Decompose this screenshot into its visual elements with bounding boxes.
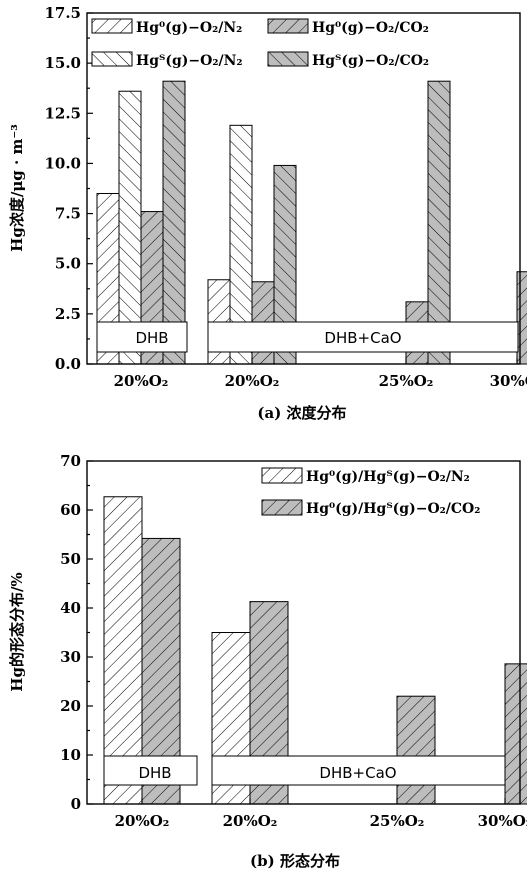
x-tick-label: 25%O₂ bbox=[370, 812, 425, 830]
y-tick-label: 10 bbox=[60, 746, 81, 764]
y-tick-label: 7.5 bbox=[55, 205, 81, 223]
band-b-1 bbox=[211, 755, 506, 786]
chart-a-bars bbox=[96, 80, 527, 365]
y-tick-label: 0.0 bbox=[55, 355, 81, 373]
y-tick-label: 2.5 bbox=[55, 305, 81, 323]
band-a-1 bbox=[207, 321, 519, 353]
y-tick-label: 10.0 bbox=[44, 154, 81, 172]
chart-a-y-ticks: 0.0 2.5 5.0 7.5 10.0 12.5 15.0 17.5 bbox=[44, 4, 93, 373]
chart-a-caption: (a) 浓度分布 bbox=[257, 404, 346, 422]
chart-a-band-label-dhb-cao: DHB+CaO bbox=[324, 329, 401, 347]
y-tick-label: 12.5 bbox=[44, 104, 81, 122]
x-tick-label: 20%O₂ bbox=[225, 372, 280, 390]
legend-swatch-hg0-n2 bbox=[91, 18, 133, 34]
chart-a: DHB DHB+CaO 0.0 2.5 5.0 7.5 10.0 12.5 15.0 17.5… bbox=[8, 4, 527, 422]
x-tick-label: 20%O₂ bbox=[114, 372, 169, 390]
legend-swatch-hgt-co2 bbox=[267, 51, 309, 67]
y-tick-label: 50 bbox=[60, 550, 81, 568]
y-tick-label: 40 bbox=[60, 599, 81, 617]
y-tick-label: 15.0 bbox=[44, 54, 81, 72]
chart-b-band-label-dhb: DHB bbox=[138, 764, 171, 782]
y-tick-label: 60 bbox=[60, 501, 81, 519]
band-b-0 bbox=[103, 755, 198, 786]
chart-b-bands bbox=[103, 755, 506, 786]
legend-label-ratio-n2: Hg⁰(g)/Hgᵀ(g)−O₂/N₂ bbox=[306, 469, 470, 485]
legend-swatch-hgt-n2 bbox=[91, 51, 133, 67]
y-tick-label: 17.5 bbox=[44, 4, 81, 22]
legend-label-ratio-co2: Hg⁰(g)/Hgᵀ(g)−O₂/CO₂ bbox=[306, 501, 480, 517]
legend-label-hgt-n2: Hgᵀ(g)−O₂/N₂ bbox=[136, 53, 243, 69]
chart-b-caption: (b) 形态分布 bbox=[250, 852, 340, 870]
chart-b-y-ticks: 0 10 20 30 40 50 60 70 bbox=[60, 452, 93, 813]
chart-a-legend: Hg⁰(g)−O₂/N₂ Hg⁰(g)−O₂/CO₂ Hgᵀ(g)−O₂/N₂ … bbox=[91, 18, 429, 69]
chart-b-x-ticks: 20%O₂ 20%O₂ 25%O₂ 30%O₂ bbox=[115, 798, 527, 830]
chart-b: DHB DHB+CaO 0 10 20 30 40 50 60 70 20%O₂ 20%O₂ 25… bbox=[8, 452, 527, 870]
band-a-0 bbox=[96, 321, 188, 353]
bar-a-g3-s2 bbox=[516, 271, 527, 365]
chart-a-y-axis-label: Hg浓度/μg · m⁻³ bbox=[8, 124, 26, 252]
chart-a-band-label-dhb: DHB bbox=[135, 329, 168, 347]
x-tick-label: 25%O₂ bbox=[379, 372, 434, 390]
y-tick-label: 70 bbox=[60, 452, 81, 470]
chart-b-band-label-dhb-cao: DHB+CaO bbox=[319, 764, 396, 782]
bar-b-g2-s1 bbox=[396, 695, 436, 805]
x-tick-label: 20%O₂ bbox=[223, 812, 278, 830]
chart-b-y-axis-label: Hg的形态分布/% bbox=[8, 572, 26, 691]
chart-b-legend: Hg⁰(g)/Hgᵀ(g)−O₂/N₂ Hg⁰(g)/Hgᵀ(g)−O₂/CO₂ bbox=[261, 467, 480, 517]
legend-swatch-hg0-co2 bbox=[267, 18, 309, 34]
bar-b-g0-s0 bbox=[103, 496, 143, 805]
y-tick-label: 5.0 bbox=[55, 255, 81, 273]
y-tick-label: 30 bbox=[60, 648, 81, 666]
chart-a-x-ticks: 20%O₂ 20%O₂ 25%O₂ 30%O₂ bbox=[114, 358, 527, 390]
x-tick-label: 30%O₂ bbox=[490, 372, 527, 390]
legend-label-hg0-n2: Hg⁰(g)−O₂/N₂ bbox=[136, 20, 242, 36]
legend-swatch-ratio-co2 bbox=[261, 499, 303, 516]
bar-b-g3-s1 bbox=[504, 663, 527, 805]
legend-swatch-ratio-n2 bbox=[261, 467, 303, 484]
y-tick-label: 0 bbox=[71, 795, 81, 813]
x-tick-label: 20%O₂ bbox=[115, 812, 170, 830]
legend-label-hg0-co2: Hg⁰(g)−O₂/CO₂ bbox=[312, 20, 429, 36]
x-tick-label: 30%O₂ bbox=[478, 812, 527, 830]
chart-a-bands bbox=[96, 321, 519, 353]
y-tick-label: 20 bbox=[60, 697, 81, 715]
legend-label-hgt-co2: Hgᵀ(g)−O₂/CO₂ bbox=[312, 53, 429, 69]
